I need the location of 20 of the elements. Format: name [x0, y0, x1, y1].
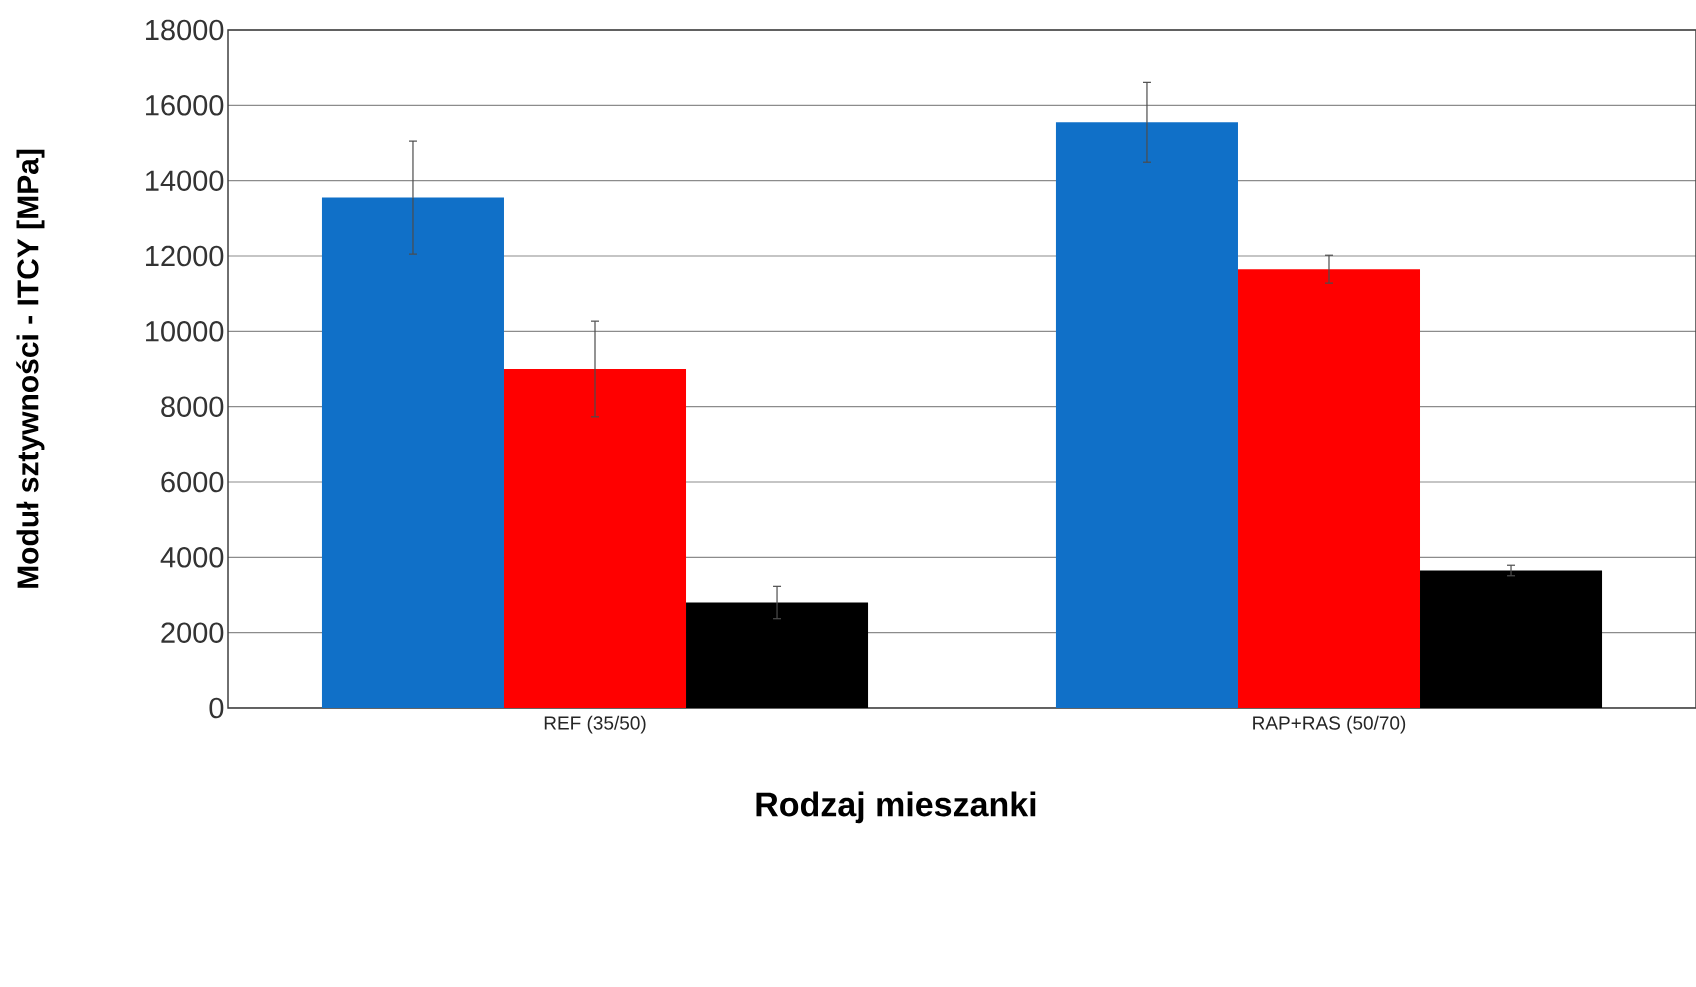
- y-tick-label: 4000: [160, 547, 224, 568]
- y-tick-label: 0: [209, 697, 224, 719]
- y-tick-label: 6000: [161, 471, 224, 493]
- y-tick-label: 18000: [146, 19, 224, 41]
- x-tick-label: RAP+RAS (50/70): [1253, 715, 1406, 734]
- y-tick-label: 10000: [146, 321, 224, 342]
- bar: [503, 368, 687, 708]
- bar: [1420, 570, 1603, 708]
- bar: [1237, 269, 1421, 708]
- bar: [686, 602, 869, 708]
- bar: [1055, 122, 1238, 708]
- y-tick-label: 2000: [161, 622, 224, 643]
- x-tick-label: REF (35/50): [544, 715, 646, 734]
- y-axis-title: Moduł sztywności - ITCY [MPa]: [16, 149, 45, 588]
- y-tick-label: 8000: [161, 396, 224, 417]
- x-axis-title: Rodzaj mieszanki: [756, 791, 1036, 824]
- y-tick-label: 14000: [146, 170, 224, 191]
- y-tick-label: 16000: [146, 95, 224, 116]
- y-tick-label: 12000: [146, 245, 224, 267]
- bar: [321, 197, 504, 708]
